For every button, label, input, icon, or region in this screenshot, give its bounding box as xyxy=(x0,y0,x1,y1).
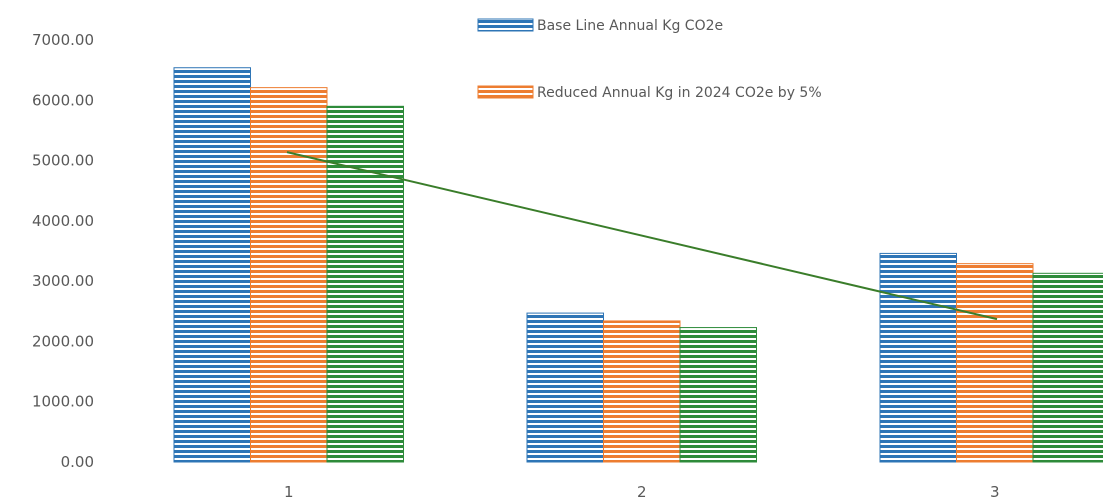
y-axis: 0.00 1000.00 2000.00 3000.00 4000.00 5000.00 6… xyxy=(32,31,94,471)
y-tick-label: 5000.00 xyxy=(32,152,94,170)
legend-swatch-2 xyxy=(477,85,534,99)
bar-series-2-cat-1 xyxy=(250,87,328,463)
y-tick-label: 4000.00 xyxy=(32,212,94,230)
bars xyxy=(173,67,1103,463)
trendline-line xyxy=(286,151,998,321)
y-tick-label: 6000.00 xyxy=(32,91,94,109)
bar-series-2-cat-3 xyxy=(956,263,1034,463)
x-tick-label: 3 xyxy=(990,483,1000,501)
x-axis: 1 2 3 xyxy=(284,483,1000,501)
legend-label-2: Reduced Annual Kg in 2024 CO2e by 5% xyxy=(537,85,822,101)
bar-series-1-cat-3 xyxy=(879,252,957,463)
legend-swatch-1 xyxy=(477,18,534,32)
x-tick-label: 2 xyxy=(637,483,647,501)
x-tick-label: 1 xyxy=(284,483,294,501)
bar-series-3-cat-2 xyxy=(679,327,757,463)
y-tick-label: 0.00 xyxy=(61,453,94,471)
bar-series-3-cat-3 xyxy=(1032,272,1103,463)
y-tick-label: 2000.00 xyxy=(32,332,94,350)
trendline xyxy=(286,151,998,321)
y-tick-label: 3000.00 xyxy=(32,272,94,290)
bar-series-3-cat-1 xyxy=(326,105,404,463)
legend-label-1: Base Line Annual Kg CO2e xyxy=(537,18,723,34)
bar-series-1-cat-2 xyxy=(526,312,604,463)
y-tick-label: 1000.00 xyxy=(32,393,94,411)
y-tick-label: 7000.00 xyxy=(32,31,94,49)
legend: Base Line Annual Kg CO2e Reduced Annual K… xyxy=(477,18,822,101)
bar-series-2-cat-2 xyxy=(603,320,681,463)
bar-series-1-cat-1 xyxy=(173,67,251,463)
